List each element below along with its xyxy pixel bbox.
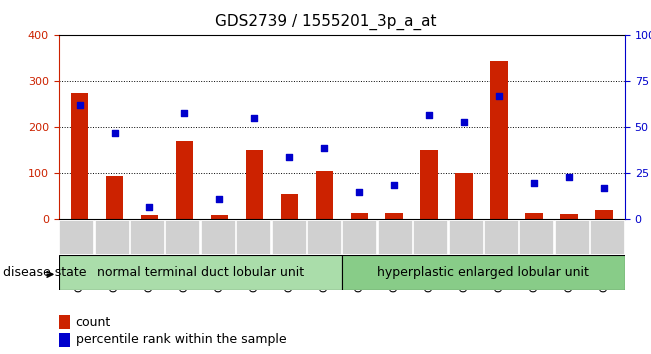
Bar: [105, 176, 123, 219]
FancyBboxPatch shape: [236, 220, 270, 254]
FancyBboxPatch shape: [271, 220, 306, 254]
FancyBboxPatch shape: [201, 220, 235, 254]
Bar: [59, 333, 70, 347]
Bar: [490, 61, 508, 219]
FancyBboxPatch shape: [413, 220, 447, 254]
Point: [599, 185, 609, 191]
Bar: [525, 212, 543, 219]
FancyBboxPatch shape: [342, 255, 625, 290]
Point: [145, 204, 155, 210]
Bar: [211, 215, 228, 219]
FancyBboxPatch shape: [590, 220, 624, 254]
Bar: [59, 315, 70, 329]
FancyBboxPatch shape: [307, 220, 341, 254]
Point: [354, 189, 365, 195]
Point: [319, 145, 329, 150]
Point: [109, 130, 120, 136]
Point: [284, 154, 294, 160]
Bar: [421, 150, 438, 219]
FancyBboxPatch shape: [342, 220, 376, 254]
Point: [389, 182, 400, 187]
Point: [459, 119, 469, 125]
Bar: [71, 93, 89, 219]
Bar: [316, 171, 333, 219]
FancyBboxPatch shape: [519, 220, 553, 254]
FancyBboxPatch shape: [59, 220, 93, 254]
FancyBboxPatch shape: [165, 220, 199, 254]
FancyBboxPatch shape: [449, 220, 482, 254]
Bar: [176, 141, 193, 219]
Bar: [245, 150, 263, 219]
Text: GDS2739 / 1555201_3p_a_at: GDS2739 / 1555201_3p_a_at: [215, 14, 436, 30]
Point: [249, 115, 260, 121]
Point: [74, 103, 85, 108]
Bar: [141, 215, 158, 219]
FancyBboxPatch shape: [59, 255, 342, 290]
Point: [564, 174, 574, 180]
Point: [214, 196, 225, 202]
Point: [529, 180, 539, 185]
Text: count: count: [76, 316, 111, 329]
Text: disease state: disease state: [3, 266, 87, 279]
Point: [179, 110, 189, 115]
FancyBboxPatch shape: [94, 220, 129, 254]
Point: [494, 93, 505, 99]
Text: normal terminal duct lobular unit: normal terminal duct lobular unit: [96, 266, 304, 279]
Bar: [350, 212, 368, 219]
Bar: [595, 210, 613, 219]
Bar: [281, 194, 298, 219]
FancyBboxPatch shape: [555, 220, 589, 254]
Text: hyperplastic enlarged lobular unit: hyperplastic enlarged lobular unit: [378, 266, 589, 279]
FancyBboxPatch shape: [484, 220, 518, 254]
FancyBboxPatch shape: [378, 220, 412, 254]
Point: [424, 112, 434, 118]
Bar: [385, 212, 403, 219]
FancyBboxPatch shape: [130, 220, 164, 254]
Bar: [561, 214, 578, 219]
Text: percentile rank within the sample: percentile rank within the sample: [76, 333, 286, 346]
Bar: [456, 173, 473, 219]
